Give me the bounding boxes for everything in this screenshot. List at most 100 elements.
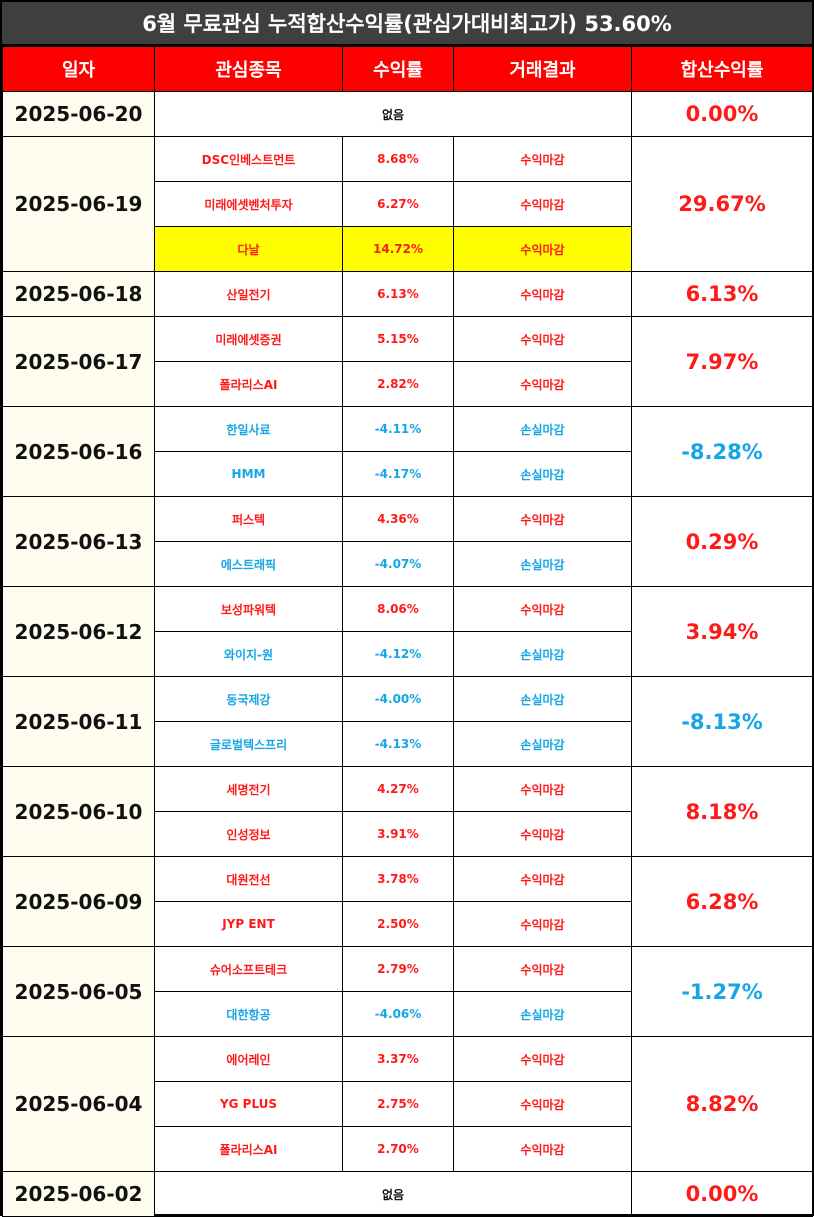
header-result: 거래결과 xyxy=(453,46,632,92)
trade-result: 수익마감 xyxy=(453,1036,632,1082)
stock-name: 미래에셋증권 xyxy=(154,316,343,362)
trade-date: 2025-06-20 xyxy=(2,91,155,137)
stock-name: HMM xyxy=(154,451,343,497)
stock-name: 미래에셋벤처투자 xyxy=(154,181,343,227)
trade-date: 2025-06-11 xyxy=(2,676,155,767)
stock-name: 인성정보 xyxy=(154,811,343,857)
table-row: 2025-06-13 퍼스텍 4.36% 수익마감 0.29% xyxy=(2,496,813,587)
table-row: 와이지-원 -4.12% 손실마감 xyxy=(3,631,813,677)
table-row: 폴라리스AI 2.70% 수익마감 xyxy=(3,1126,813,1172)
stock-return: 2.75% xyxy=(342,1081,454,1127)
daily-total-return: 6.28% xyxy=(631,856,813,947)
table-row: 2025-06-10 세명전기 4.27% 수익마감 8.18% xyxy=(2,766,813,857)
stock-return: 5.15% xyxy=(342,316,454,362)
stock-return: -4.07% xyxy=(342,541,454,587)
trade-result: 손실마감 xyxy=(453,541,632,587)
stock-return: 8.68% xyxy=(342,136,454,182)
table-row: YG PLUS 2.75% 수익마감 xyxy=(3,1081,813,1127)
stock-return: 2.70% xyxy=(342,1126,454,1172)
stock-name: 글로벌텍스프리 xyxy=(154,721,343,767)
trade-date: 2025-06-09 xyxy=(2,856,155,947)
trade-result: 수익마감 xyxy=(453,856,632,902)
stock-name: 폴라리스AI xyxy=(154,361,343,407)
table-row: 에스트래픽 -4.07% 손실마감 xyxy=(3,541,813,587)
trade-result: 손실마감 xyxy=(453,406,632,452)
trade-result: 수익마감 xyxy=(453,361,632,407)
stock-name: 폴라리스AI xyxy=(154,1126,343,1172)
daily-total-return: 6.13% xyxy=(631,271,813,317)
table-row: 2025-06-18 산일전기 6.13% 수익마감 6.13% xyxy=(2,271,813,317)
stock-name: 퍼스텍 xyxy=(154,496,343,542)
stock-name: YG PLUS xyxy=(154,1081,343,1127)
daily-total-return: 8.82% xyxy=(631,1036,813,1172)
stock-return: 2.79% xyxy=(342,946,454,992)
stock-name: 동국제강 xyxy=(154,676,343,722)
trade-date: 2025-06-10 xyxy=(2,766,155,857)
trade-date: 2025-06-05 xyxy=(2,946,155,1037)
header-total: 합산수익률 xyxy=(631,46,813,92)
table-row: 다날 14.72% 수익마감 xyxy=(3,226,813,272)
trade-result: 수익마감 xyxy=(453,496,632,542)
stock-name: 다날 xyxy=(154,226,343,272)
daily-total-return: -8.13% xyxy=(631,676,813,767)
table-row: 글로벌텍스프리 -4.13% 손실마감 xyxy=(3,721,813,767)
table-row: 폴라리스AI 2.82% 수익마감 xyxy=(3,361,813,407)
stock-return: 14.72% xyxy=(342,226,454,272)
header-date: 일자 xyxy=(2,46,155,92)
table-row: 2025-06-19 DSC인베스트먼트 8.68% 수익마감 29.67% xyxy=(2,136,813,272)
stock-return: -4.00% xyxy=(342,676,454,722)
trade-result: 수익마감 xyxy=(453,766,632,812)
trade-result: 수익마감 xyxy=(453,901,632,947)
stock-return: 3.37% xyxy=(342,1036,454,1082)
trade-result: 수익마감 xyxy=(453,946,632,992)
table-row: JYP ENT 2.50% 수익마감 xyxy=(3,901,813,947)
header-stock: 관심종목 xyxy=(154,46,343,92)
daily-total-return: 0.00% xyxy=(631,1171,813,1217)
trade-result: 수익마감 xyxy=(453,316,632,362)
table-row: 2025-06-09 대원전선 3.78% 수익마감 6.28% xyxy=(2,856,813,947)
daily-total-return: -8.28% xyxy=(631,406,813,497)
stock-name: 와이지-원 xyxy=(154,631,343,677)
stock-return: 3.91% xyxy=(342,811,454,857)
stock-return: -4.12% xyxy=(342,631,454,677)
stock-return: 2.82% xyxy=(342,361,454,407)
daily-total-return: 3.94% xyxy=(631,586,813,677)
stock-return: -4.06% xyxy=(342,991,454,1037)
no-picks-label: 없음 xyxy=(154,91,632,137)
trade-result: 수익마감 xyxy=(453,271,632,317)
table-row: 2025-06-11 동국제강 -4.00% 손실마감 -8.13% xyxy=(2,676,813,767)
stock-return: 2.50% xyxy=(342,901,454,947)
stock-name: 슈어소프트테크 xyxy=(154,946,343,992)
daily-total-return: -1.27% xyxy=(631,946,813,1037)
stock-name: 한일사료 xyxy=(154,406,343,452)
stock-return: 4.36% xyxy=(342,496,454,542)
daily-total-return: 8.18% xyxy=(631,766,813,857)
trade-result: 손실마감 xyxy=(453,721,632,767)
stock-name: 보성파워텍 xyxy=(154,586,343,632)
trade-result: 손실마감 xyxy=(453,451,632,497)
stock-name: DSC인베스트먼트 xyxy=(154,136,343,182)
trade-date: 2025-06-13 xyxy=(2,496,155,587)
sheet-title: 6월 무료관심 누적합산수익률(관심가대비최고가) 53.60% xyxy=(2,2,812,46)
stock-return: -4.11% xyxy=(342,406,454,452)
no-picks-label: 없음 xyxy=(154,1171,632,1217)
trade-result: 손실마감 xyxy=(453,991,632,1037)
daily-total-return: 0.00% xyxy=(631,91,813,137)
stock-name: 에스트래픽 xyxy=(154,541,343,587)
daily-total-return: 29.67% xyxy=(631,136,813,272)
table-row: 미래에셋벤처투자 6.27% 수익마감 xyxy=(3,181,813,227)
trade-date: 2025-06-17 xyxy=(2,316,155,407)
daily-total-return: 7.97% xyxy=(631,316,813,407)
stock-return: 6.13% xyxy=(342,271,454,317)
stock-name: 에어레인 xyxy=(154,1036,343,1082)
stock-name: JYP ENT xyxy=(154,901,343,947)
trade-result: 수익마감 xyxy=(453,181,632,227)
trade-result: 수익마감 xyxy=(453,1126,632,1172)
trade-result: 수익마감 xyxy=(453,586,632,632)
table-row: 2025-06-17 미래에셋증권 5.15% 수익마감 7.97% xyxy=(2,316,813,407)
trade-result: 손실마감 xyxy=(453,631,632,677)
trade-date: 2025-06-16 xyxy=(2,406,155,497)
table-row: 2025-06-16 한일사료 -4.11% 손실마감 -8.28% xyxy=(2,406,813,497)
table-row: HMM -4.17% 손실마감 xyxy=(3,451,813,497)
